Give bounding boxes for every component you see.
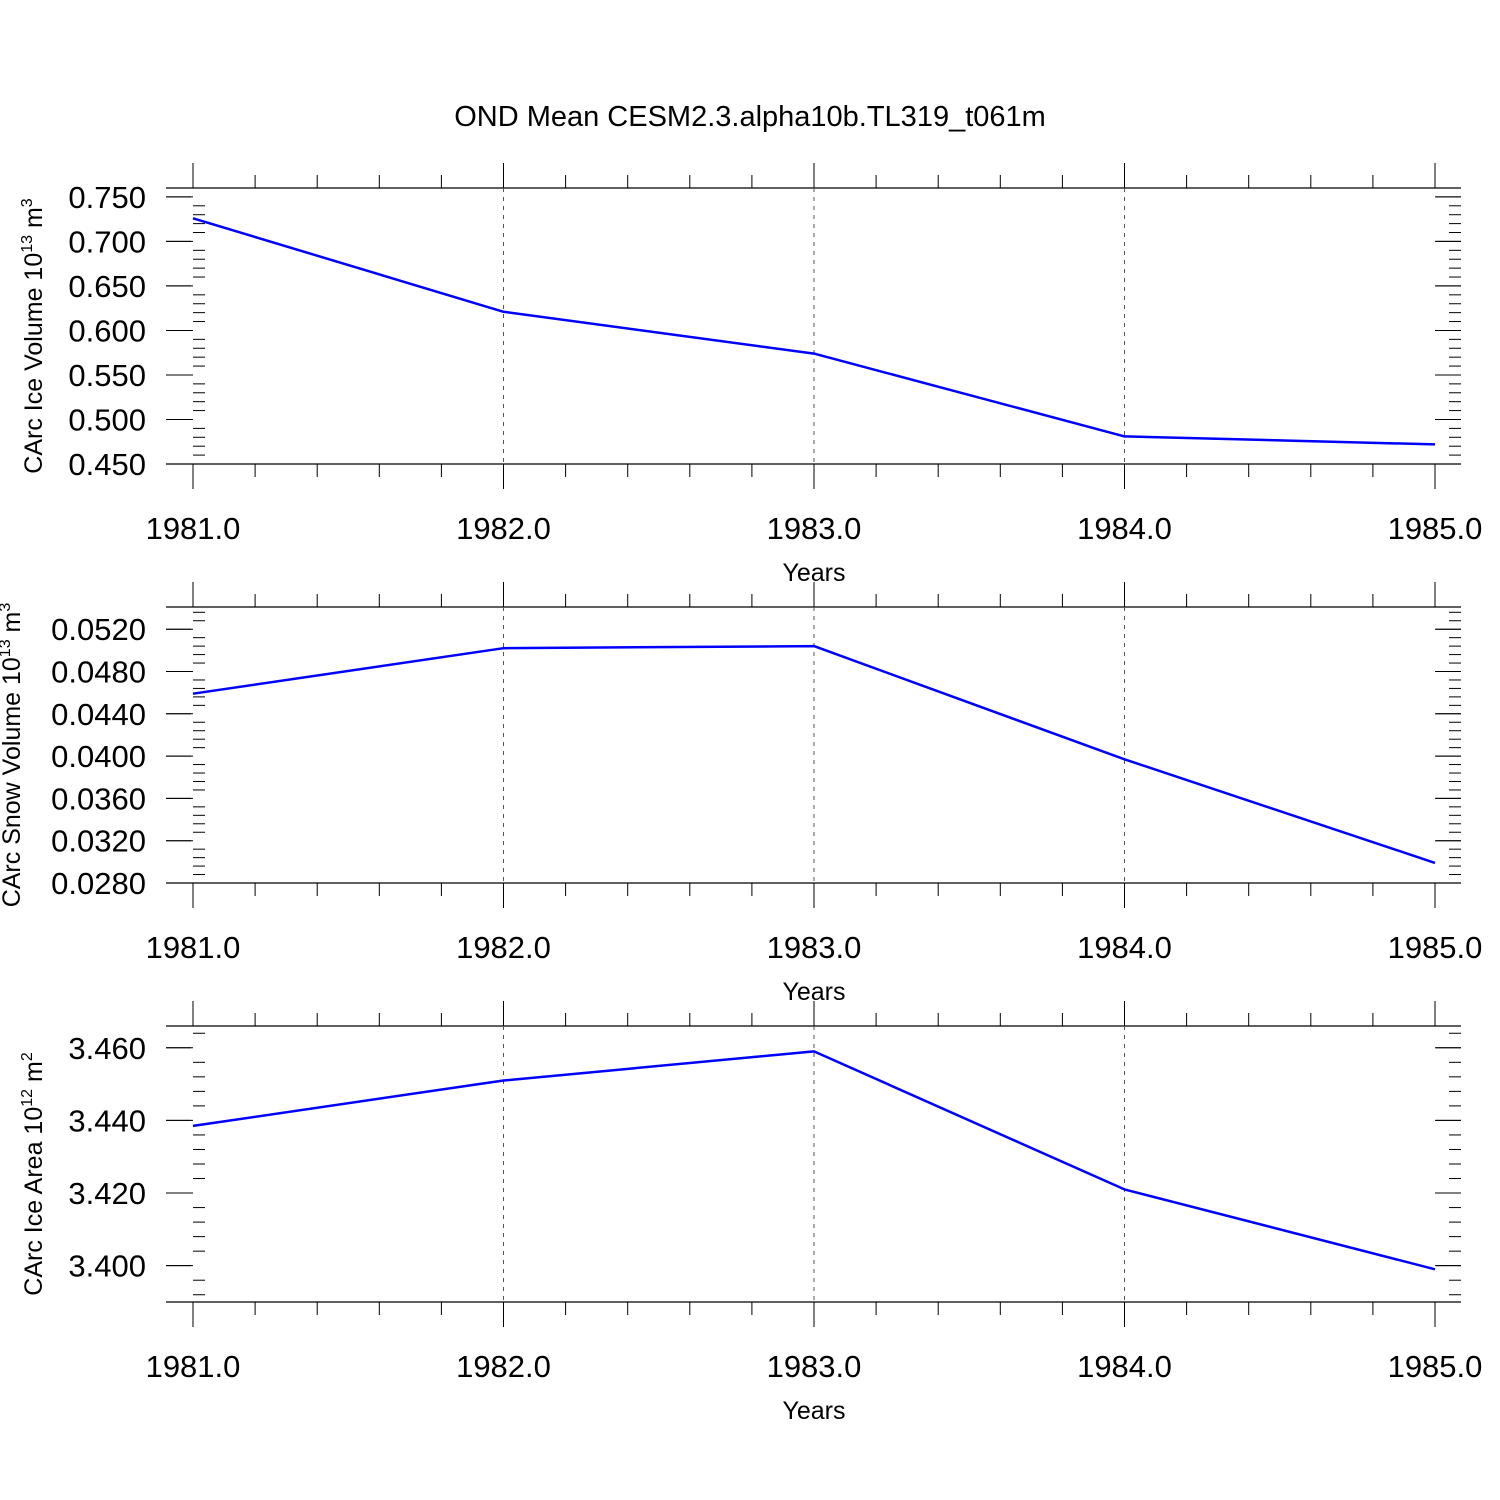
y-tick-label: 0.0280 — [51, 866, 146, 901]
x-tick-label: 1983.0 — [767, 1349, 862, 1384]
y-tick-label: 0.0320 — [51, 824, 146, 859]
y-tick-label: 0.0440 — [51, 697, 146, 732]
panel-2: 0.0280 0.0320 0.0360 0.0400 0.0440 0.0480 0.05… — [0, 582, 1482, 1006]
x-tick-label: 1981.0 — [146, 930, 241, 965]
x-tick-label: 1981.0 — [146, 511, 241, 546]
x-tick-label: 1981.0 — [146, 1349, 241, 1384]
y-axis-label: CArc Snow Volume 1013 m3 — [0, 603, 26, 908]
y-axis-label: CArc Ice Area 1012 m2 — [19, 1052, 48, 1296]
y-tick-label: 0.650 — [68, 269, 146, 304]
y-tick-label: 0.600 — [68, 313, 146, 348]
x-tick-label: 1982.0 — [456, 1349, 551, 1384]
x-tick-label: 1984.0 — [1077, 511, 1172, 546]
y-axis-label: CArc Ice Volume 1013 m3 — [19, 198, 48, 474]
x-tick-label: 1982.0 — [456, 511, 551, 546]
y-tick-label: 0.0360 — [51, 781, 146, 816]
x-tick-label: 1985.0 — [1388, 930, 1483, 965]
x-tick-label: 1983.0 — [767, 511, 862, 546]
y-tick-label: 0.450 — [68, 447, 146, 482]
y-tick-label: 3.420 — [68, 1176, 146, 1211]
y-tick-label: 3.400 — [68, 1249, 146, 1284]
y-tick-label: 0.500 — [68, 402, 146, 437]
x-tick-label: 1984.0 — [1077, 1349, 1172, 1384]
x-tick-label: 1983.0 — [767, 930, 862, 965]
x-axis-label: Years — [782, 1397, 845, 1425]
y-tick-label: 0.0400 — [51, 739, 146, 774]
panel-3: 3.400 3.420 3.440 3.460 1981.0 1982.0 1983.0 19… — [19, 1001, 1482, 1425]
panels: 0.450 0.500 0.550 0.600 0.650 0.700 0.750 1981.… — [0, 163, 1482, 1425]
panel-1: 0.450 0.500 0.550 0.600 0.650 0.700 0.750 1981.… — [19, 163, 1482, 587]
y-tick-label: 0.0520 — [51, 612, 146, 647]
x-tick-label: 1982.0 — [456, 930, 551, 965]
x-tick-label: 1984.0 — [1077, 930, 1172, 965]
y-tick-label: 0.750 — [68, 180, 146, 215]
y-tick-label: 0.700 — [68, 224, 146, 259]
y-tick-label: 3.440 — [68, 1103, 146, 1138]
y-tick-label: 0.0480 — [51, 655, 146, 690]
x-tick-label: 1985.0 — [1388, 1349, 1483, 1384]
y-tick-label: 0.550 — [68, 358, 146, 393]
figure-title: OND Mean CESM2.3.alpha10b.TL319_t061m — [454, 101, 1046, 133]
x-tick-label: 1985.0 — [1388, 511, 1483, 546]
y-tick-label: 3.460 — [68, 1031, 146, 1066]
